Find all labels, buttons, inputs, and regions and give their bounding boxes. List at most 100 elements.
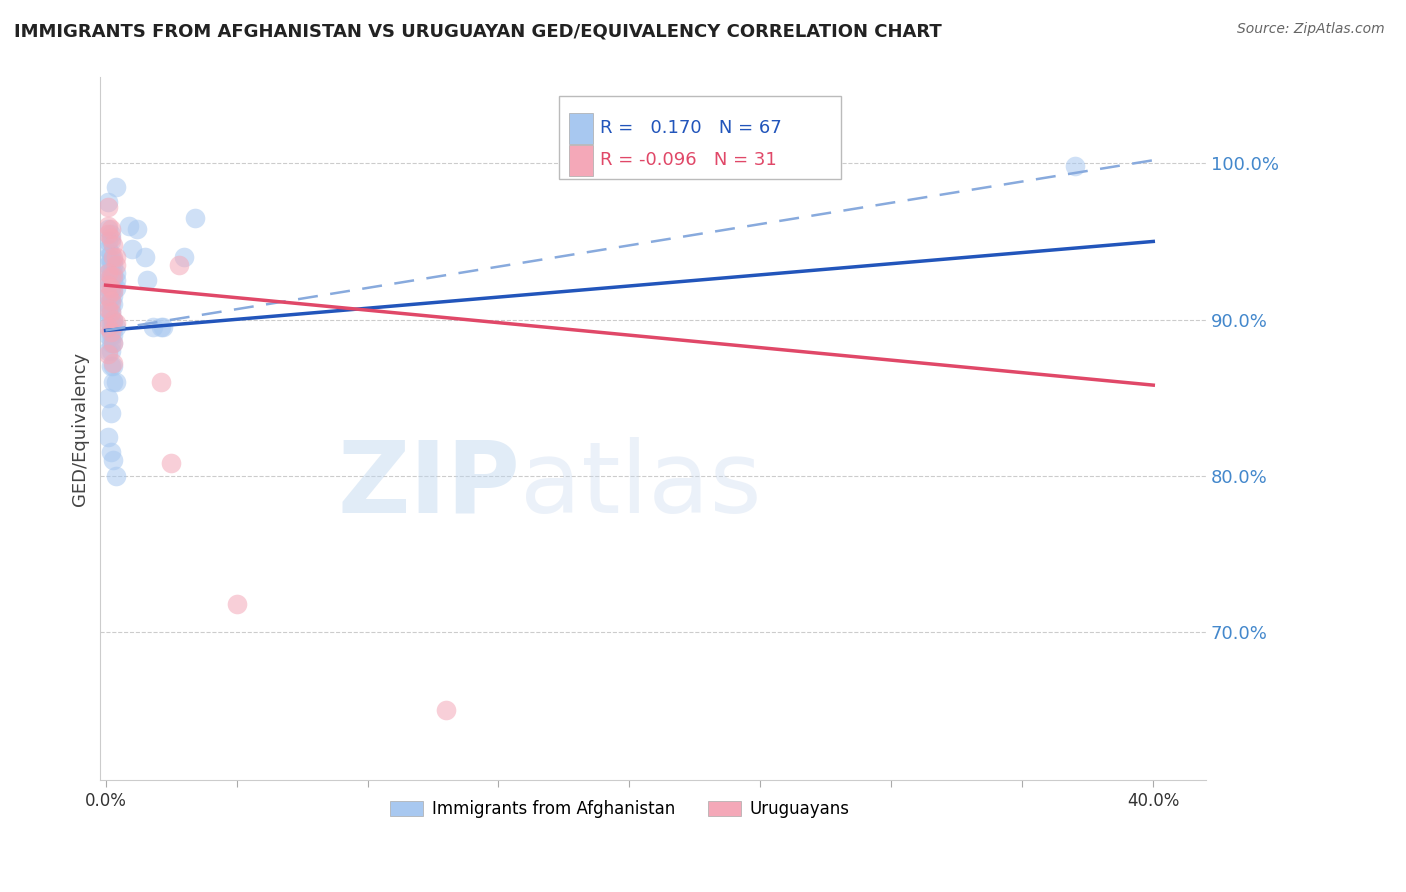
Point: [103, 328, 125, 343]
Point: [225, 597, 247, 611]
Point: [103, 335, 125, 350]
Point: [97, 273, 120, 287]
Point: [173, 250, 195, 264]
Point: [103, 320, 125, 334]
Point: [1063, 160, 1085, 174]
Point: [100, 325, 122, 339]
Point: [100, 235, 122, 249]
Point: [100, 222, 122, 236]
Text: IMMIGRANTS FROM AFGHANISTAN VS URUGUAYAN GED/EQUIVALENCY CORRELATION CHART: IMMIGRANTS FROM AFGHANISTAN VS URUGUAYAN…: [14, 22, 942, 40]
Point: [103, 237, 125, 252]
Point: [97, 258, 120, 272]
Point: [97, 289, 120, 303]
Point: [105, 316, 128, 330]
Point: [100, 320, 122, 334]
Point: [97, 301, 120, 316]
Point: [97, 250, 120, 264]
Point: [103, 359, 125, 374]
Text: Source: ZipAtlas.com: Source: ZipAtlas.com: [1237, 22, 1385, 37]
Point: [100, 312, 122, 326]
Point: [100, 281, 122, 295]
Point: [100, 273, 122, 287]
Point: [142, 320, 165, 334]
FancyBboxPatch shape: [569, 145, 593, 176]
Point: [100, 231, 122, 245]
Point: [97, 227, 120, 241]
Point: [97, 281, 120, 295]
Point: [97, 289, 120, 303]
Point: [103, 289, 125, 303]
Point: [97, 347, 120, 361]
Point: [105, 258, 128, 272]
Point: [100, 289, 122, 303]
Point: [97, 222, 120, 236]
Point: [100, 335, 122, 350]
Point: [103, 312, 125, 326]
Point: [167, 258, 190, 272]
Point: [105, 179, 128, 194]
Point: [97, 297, 120, 311]
Point: [103, 297, 125, 311]
Point: [183, 211, 205, 225]
Point: [103, 258, 125, 272]
Point: [100, 266, 122, 280]
Point: [152, 320, 174, 334]
Point: [100, 227, 122, 241]
Point: [105, 375, 128, 389]
Point: [103, 250, 125, 264]
Point: [97, 430, 120, 444]
Point: [103, 253, 125, 268]
Point: [105, 250, 128, 264]
Point: [100, 328, 122, 343]
Point: [100, 297, 122, 311]
Point: [103, 375, 125, 389]
FancyBboxPatch shape: [569, 112, 593, 144]
Point: [97, 235, 120, 249]
Point: [134, 250, 156, 264]
Point: [100, 445, 122, 459]
Point: [149, 320, 172, 334]
Point: [103, 268, 125, 283]
Point: [97, 328, 120, 343]
Point: [136, 273, 159, 287]
Point: [125, 222, 148, 236]
Point: [103, 266, 125, 280]
Y-axis label: GED/Equivalency: GED/Equivalency: [72, 351, 89, 506]
Point: [100, 253, 122, 268]
Legend: Immigrants from Afghanistan, Uruguayans: Immigrants from Afghanistan, Uruguayans: [384, 793, 856, 825]
Point: [100, 247, 122, 261]
Point: [100, 359, 122, 374]
Point: [97, 304, 120, 318]
Point: [103, 335, 125, 350]
Text: R = -0.096   N = 31: R = -0.096 N = 31: [600, 152, 776, 169]
Point: [100, 258, 122, 272]
Point: [105, 281, 128, 295]
Point: [434, 703, 457, 717]
Point: [97, 391, 120, 405]
Point: [100, 268, 122, 283]
Point: [103, 273, 125, 287]
Point: [105, 273, 128, 287]
Point: [97, 266, 120, 280]
Point: [100, 343, 122, 358]
Point: [103, 312, 125, 326]
Point: [160, 456, 183, 470]
Point: [100, 304, 122, 318]
Point: [100, 406, 122, 420]
Point: [97, 320, 120, 334]
Point: [118, 219, 141, 233]
Point: [97, 266, 120, 280]
Point: [103, 356, 125, 370]
Point: [121, 242, 143, 256]
Point: [97, 343, 120, 358]
Point: [97, 242, 120, 256]
Point: [100, 293, 122, 308]
Point: [97, 219, 120, 233]
Point: [103, 453, 125, 467]
Point: [105, 468, 128, 483]
Point: [97, 200, 120, 214]
Point: [103, 281, 125, 295]
Point: [97, 195, 120, 210]
Point: [105, 266, 128, 280]
Text: ZIP: ZIP: [337, 436, 520, 533]
